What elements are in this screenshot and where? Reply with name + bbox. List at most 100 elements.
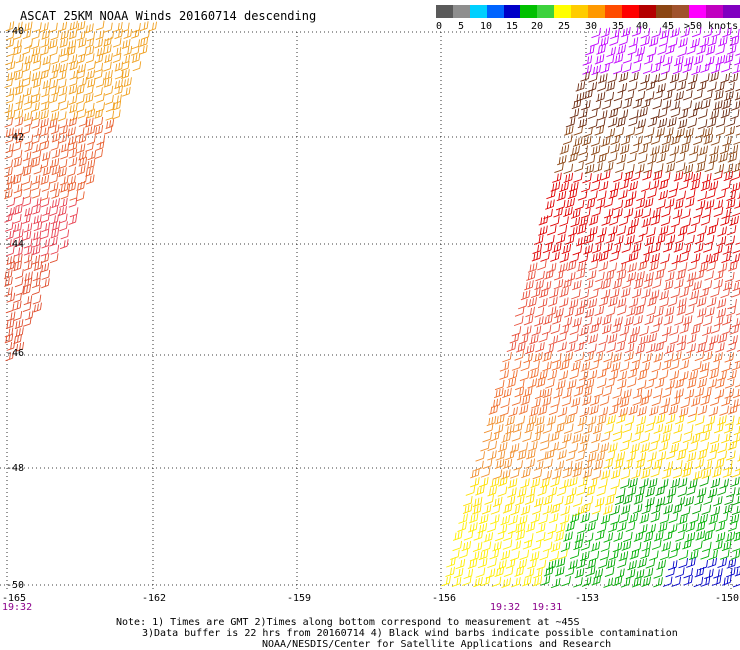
wind-barb: [637, 153, 648, 164]
wind-barb: [722, 280, 733, 292]
wind-barb: [591, 504, 602, 515]
wind-barb: [655, 496, 666, 507]
wind-barb: [500, 397, 511, 409]
note-line-2: 3)Data buffer is 22 hrs from 20160714 4)…: [142, 628, 678, 639]
wind-barb: [592, 316, 602, 327]
wind-barb: [730, 28, 740, 40]
wind-barb: [584, 378, 595, 389]
wind-barb: [670, 395, 681, 407]
wind-barb: [565, 414, 575, 425]
wind-barb: [76, 69, 86, 80]
wind-barb: [578, 216, 589, 227]
wind-barb: [534, 279, 544, 290]
wind-barb: [559, 287, 569, 298]
wind-barb: [662, 576, 673, 587]
wind-barb: [603, 352, 613, 363]
wind-barb: [23, 100, 33, 111]
wind-barb: [13, 222, 23, 233]
wind-barb: [570, 548, 580, 559]
wind-barb: [718, 512, 729, 524]
wind-barb: [550, 431, 560, 442]
wind-barb: [494, 530, 505, 542]
wind-barb: [531, 504, 542, 515]
wind-barb: [696, 44, 707, 55]
wind-barb: [667, 560, 678, 571]
wind-barb: [681, 350, 692, 361]
wind-barb: [5, 230, 15, 240]
wind-barb: [630, 442, 640, 453]
wind-barb: [674, 414, 685, 425]
wind-barb: [505, 558, 516, 569]
wind-barb: [650, 323, 660, 334]
wind-barb: [687, 260, 698, 272]
wind-barb: [41, 238, 50, 249]
wind-barb: [732, 398, 740, 408]
wind-barb: [669, 72, 680, 84]
wind-barb: [677, 118, 688, 129]
legend-label: 5: [457, 21, 465, 32]
wind-barb: [49, 69, 59, 80]
wind-barb: [694, 567, 705, 578]
wind-barb: [13, 29, 23, 40]
lat-label-48: -48: [6, 463, 25, 474]
wind-barb: [729, 215, 739, 226]
wind-barb: [67, 126, 76, 137]
wind-barb: [547, 523, 558, 535]
wind-barb: [94, 53, 104, 64]
wind-barb: [582, 55, 593, 66]
wind-barb: [699, 442, 709, 453]
wind-barb: [58, 21, 68, 32]
wind-barb: [592, 172, 602, 184]
wind-barb: [702, 387, 712, 399]
wind-barb: [568, 226, 578, 237]
wind-barb: [702, 325, 712, 337]
wind-barb: [703, 134, 714, 145]
wind-barb: [641, 208, 652, 219]
wind-barb: [613, 208, 623, 219]
wind-barb: [557, 341, 567, 352]
wind-barb: [587, 343, 597, 354]
wind-barb: [600, 136, 611, 147]
wind-barb: [41, 269, 51, 280]
wind-barb: [31, 71, 41, 82]
wind-barb: [642, 170, 652, 181]
wind-barb: [623, 170, 634, 182]
wind-barb: [612, 541, 623, 553]
wind-barb: [469, 551, 480, 562]
wind-barb: [574, 567, 585, 579]
wind-barb: [647, 188, 657, 199]
wind-barb: [12, 213, 22, 224]
wind-barb: [694, 233, 705, 245]
wind-barb: [717, 557, 727, 568]
wind-barb: [42, 165, 52, 176]
wind-barb: [555, 557, 566, 568]
wind-barb: [68, 95, 78, 105]
wind-barb: [613, 199, 624, 211]
wind-barb: [23, 253, 33, 264]
wind-barb: [677, 477, 688, 488]
wind-barb: [536, 559, 547, 571]
wind-barb: [682, 315, 693, 326]
wind-barb: [15, 285, 25, 296]
wind-barb: [721, 433, 731, 444]
wind-barb: [76, 143, 86, 154]
wind-barb: [715, 531, 726, 543]
wind-barb: [497, 559, 507, 570]
wind-barb: [573, 172, 583, 183]
wind-barb: [32, 53, 42, 64]
wind-barb: [494, 379, 505, 391]
wind-barb: [537, 485, 548, 496]
wind-barb: [484, 494, 494, 505]
wind-barb: [608, 188, 619, 200]
wind-barb: [539, 550, 549, 561]
wind-barb: [703, 242, 713, 253]
wind-barb: [616, 270, 627, 281]
wind-barb: [723, 503, 733, 515]
wind-barb: [524, 494, 535, 505]
wind-barb: [725, 81, 735, 93]
wind-barb: [591, 206, 602, 217]
wind-barb: [725, 125, 735, 137]
wind-barb: [598, 261, 609, 272]
wind-barb: [51, 198, 60, 209]
wind-barb: [584, 308, 595, 319]
